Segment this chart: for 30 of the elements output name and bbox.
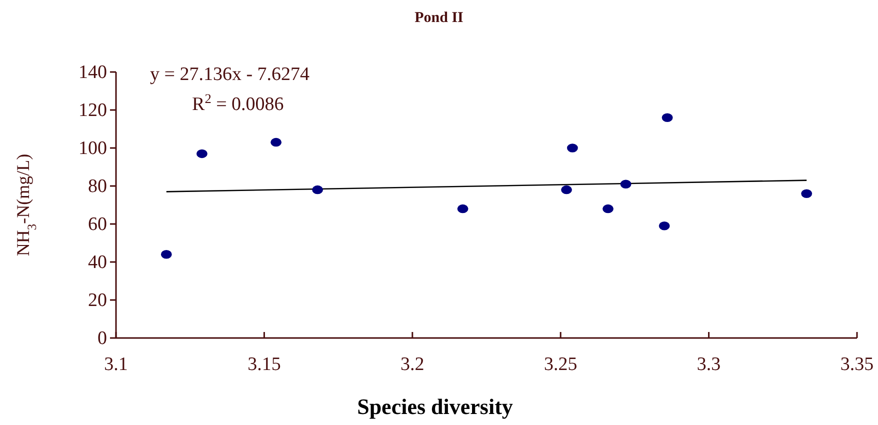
x-axis-title: Species diversity [357, 394, 513, 419]
y-tick-label: 60 [88, 214, 107, 236]
x-tick-label: 3.25 [544, 354, 578, 375]
y-tick-label: 140 [78, 62, 107, 84]
y-tick-label: 120 [78, 100, 107, 122]
point [457, 204, 468, 214]
point [196, 149, 208, 158]
x-tick-label: 3.1 [104, 354, 128, 375]
chart-title: Pond II [414, 10, 464, 26]
x-tick-label: 3.15 [248, 354, 281, 375]
annotation: y = 27.136x - 7.6274 [150, 64, 310, 85]
point [658, 222, 670, 230]
point [620, 180, 632, 188]
x-tick-label: 3.3 [696, 354, 721, 375]
y-tick-label: 20 [88, 290, 107, 312]
x-tick-label: 3.2 [400, 354, 424, 375]
y-tick-label: 80 [88, 176, 107, 198]
y-tick-label: 40 [88, 252, 107, 274]
point [561, 185, 572, 194]
point [801, 189, 812, 198]
point [602, 204, 614, 214]
point [160, 250, 172, 259]
point [312, 185, 324, 194]
point [662, 113, 673, 122]
point [566, 144, 578, 152]
x-tick-label: 3.35 [840, 354, 874, 375]
point [270, 138, 282, 147]
annotation: R$^{2}$ = 0.0086 [192, 90, 284, 115]
y-tick-label: 100 [78, 138, 107, 160]
y-tick-label: 0 [98, 328, 107, 350]
